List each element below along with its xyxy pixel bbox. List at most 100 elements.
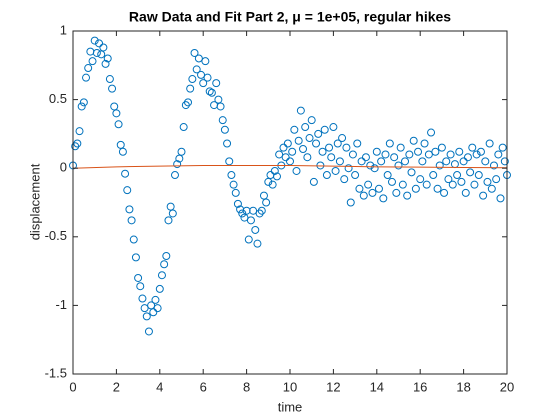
data-point xyxy=(344,164,353,173)
data-point xyxy=(231,188,240,197)
data-point xyxy=(403,191,412,200)
data-point xyxy=(401,157,410,166)
data-point xyxy=(125,205,134,214)
data-point xyxy=(303,153,312,162)
data-point xyxy=(168,209,177,218)
data-point xyxy=(170,171,179,180)
data-point xyxy=(225,157,234,166)
data-point xyxy=(442,157,451,166)
data-point xyxy=(335,157,344,166)
x-tick-label: 10 xyxy=(283,379,297,394)
data-point xyxy=(364,180,373,189)
x-tick-label: 20 xyxy=(500,379,514,394)
data-point xyxy=(118,147,127,156)
data-point xyxy=(136,282,145,291)
y-tick-label: 0.5 xyxy=(49,91,67,106)
data-point xyxy=(194,54,203,63)
data-point xyxy=(184,98,193,107)
data-point xyxy=(398,180,407,189)
data-point xyxy=(385,139,394,148)
data-point xyxy=(129,235,138,244)
x-tick-label: 18 xyxy=(456,379,470,394)
data-point xyxy=(396,143,405,152)
data-point xyxy=(429,171,438,180)
data-point xyxy=(437,143,446,152)
chart-title: Raw Data and Fit Part 2, μ = 1e+05, regu… xyxy=(129,9,451,25)
data-point xyxy=(309,177,318,186)
data-point xyxy=(379,194,388,203)
data-point xyxy=(444,175,453,184)
data-point xyxy=(270,166,279,175)
data-point xyxy=(483,177,492,186)
data-point xyxy=(294,136,303,145)
data-point xyxy=(164,216,173,225)
data-point xyxy=(127,216,136,225)
data-point xyxy=(188,75,197,84)
data-point xyxy=(144,327,153,336)
data-point xyxy=(381,150,390,159)
data-point xyxy=(272,172,281,181)
data-point xyxy=(131,253,140,262)
data-point xyxy=(134,273,143,282)
data-point xyxy=(370,164,379,173)
data-point xyxy=(498,143,507,152)
data-point xyxy=(179,123,188,132)
data-point xyxy=(405,150,414,159)
data-point xyxy=(205,87,214,96)
data-point xyxy=(314,129,323,138)
data-point xyxy=(455,147,464,156)
data-point xyxy=(340,175,349,184)
data-point xyxy=(157,271,166,280)
data-point xyxy=(155,284,164,293)
data-point xyxy=(275,150,284,159)
data-point xyxy=(268,180,277,189)
data-point xyxy=(82,73,91,82)
data-point xyxy=(481,157,490,166)
data-point xyxy=(283,139,292,148)
data-point xyxy=(431,147,440,156)
data-point xyxy=(327,153,336,162)
data-point xyxy=(108,84,117,93)
data-point xyxy=(461,188,470,197)
data-point xyxy=(286,157,294,166)
data-point xyxy=(281,153,290,162)
data-point xyxy=(392,188,401,197)
x-tick-label: 14 xyxy=(370,379,384,394)
data-point xyxy=(101,59,110,68)
x-tick-label: 0 xyxy=(69,379,76,394)
plot-area xyxy=(73,31,507,374)
data-point xyxy=(342,143,351,152)
y-tick-label: -1.5 xyxy=(45,365,67,380)
data-point xyxy=(279,143,288,152)
data-point xyxy=(79,98,88,107)
data-point xyxy=(71,142,80,151)
data-point xyxy=(468,143,477,152)
data-point xyxy=(409,136,418,145)
data-point xyxy=(472,150,481,159)
data-point xyxy=(114,120,123,129)
x-tick-label: 16 xyxy=(413,379,427,394)
x-tick-label: 8 xyxy=(243,379,250,394)
data-point xyxy=(357,157,366,166)
data-point xyxy=(203,73,212,82)
data-point xyxy=(485,139,494,148)
data-point xyxy=(453,171,462,180)
data-point xyxy=(305,134,314,143)
y-tick-label: 1 xyxy=(60,22,67,37)
data-point xyxy=(140,304,149,313)
data-point xyxy=(390,153,399,162)
data-point xyxy=(322,171,331,180)
data-point xyxy=(494,150,503,159)
data-point xyxy=(186,84,195,93)
data-point xyxy=(394,161,403,170)
data-point xyxy=(301,123,310,132)
data-point xyxy=(99,43,108,52)
data-point xyxy=(496,194,505,203)
data-point xyxy=(216,102,225,111)
data-point xyxy=(320,125,329,134)
data-point xyxy=(307,116,316,125)
x-axis-label: time xyxy=(278,399,303,414)
data-point xyxy=(457,177,466,186)
data-point xyxy=(346,198,355,207)
